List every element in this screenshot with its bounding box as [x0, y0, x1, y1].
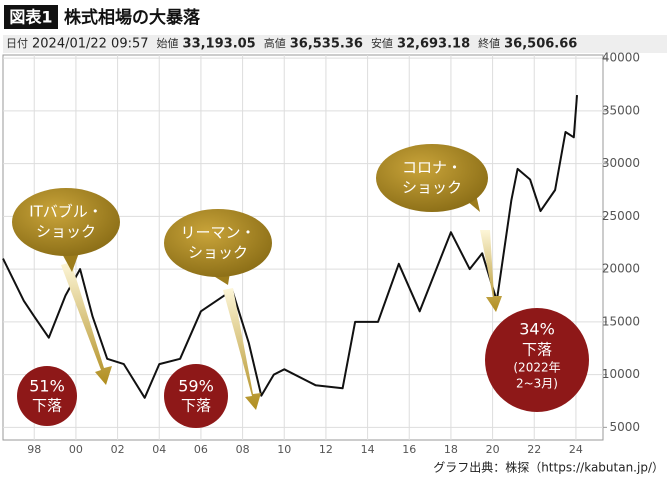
- bubble-text: ショック: [36, 223, 96, 241]
- x-tick-label: 14: [361, 443, 375, 456]
- bubble: [164, 209, 272, 277]
- bubble-text: ショック: [188, 244, 248, 262]
- arrows: [61, 230, 502, 410]
- bubbles: [12, 144, 589, 428]
- price-line: [2, 95, 578, 399]
- quote: 日付 2024/01/22 09:57 始値 33,193.05 高値 36,535.36…: [6, 36, 577, 52]
- bubble-text: ITバブル・: [29, 203, 103, 221]
- quote-value: 36,506.66: [504, 37, 577, 52]
- drop-text: 59%: [178, 377, 214, 396]
- bubble-text: リーマン・: [180, 224, 255, 242]
- x-tick-label: 98: [27, 443, 41, 456]
- marks: [2, 95, 578, 399]
- grid: 5000 10000 15000 20000 25000 30000 35000 40000 9…: [3, 51, 640, 456]
- x-tick-label: 06: [194, 443, 208, 456]
- quote-label: 日付: [6, 37, 28, 50]
- quote-value: 36,535.36: [290, 37, 363, 52]
- arrow: [480, 230, 502, 312]
- drop-text: 2~3月): [516, 377, 558, 391]
- drop-text: 51%: [29, 377, 65, 396]
- quote-label: 高値: [264, 36, 286, 50]
- bubble-text: コロナ・: [402, 159, 462, 177]
- annotations: ITバブル・ショック リーマン・ショックコロナ・ショック51%下落59%下落34%…: [29, 159, 560, 415]
- x-tick-label: 04: [152, 443, 166, 456]
- y-tick-label: 5000: [609, 420, 640, 434]
- drop-circle: [17, 366, 77, 426]
- drop-text: 下落: [522, 341, 552, 359]
- quote-label: 終値: [478, 36, 500, 50]
- drop-circle: [485, 308, 589, 412]
- drop-text: (2022年: [513, 361, 560, 375]
- quote-value: 33,193.05: [183, 37, 256, 52]
- y-tick-label: 20000: [602, 262, 640, 276]
- drop-text: 34%: [519, 320, 555, 339]
- quote-value: 32,693.18: [397, 37, 470, 52]
- badge-box: [4, 5, 58, 29]
- arrow: [223, 288, 261, 410]
- arrow: [61, 262, 112, 385]
- bubble: [376, 144, 488, 212]
- quote-label: 安値: [371, 36, 393, 50]
- chart-title: 株式相場の大暴落: [64, 7, 201, 28]
- x-tick-label: 18: [444, 443, 458, 456]
- x-tick-label: 20: [486, 443, 500, 456]
- y-tick-label: 40000: [602, 51, 640, 65]
- x-tick-label: 00: [69, 443, 83, 456]
- source: グラフ出典：株探（https://kabutan.jp/）: [433, 460, 664, 475]
- drop-text: 下落: [32, 397, 62, 415]
- x-tick-label: 10: [277, 443, 291, 456]
- y-tick-label: 30000: [602, 156, 640, 170]
- x-tick-label: 16: [402, 443, 416, 456]
- y-tick-label: 35000: [602, 103, 640, 117]
- bubble: [12, 188, 120, 256]
- badge: 図表1: [9, 8, 52, 27]
- y-tick-label: 10000: [602, 367, 640, 381]
- quote-bar: [3, 35, 667, 53]
- x-tick-label: 12: [319, 443, 333, 456]
- drop-circle: [164, 364, 228, 428]
- x-tick-label: 24: [569, 443, 583, 456]
- bubble-text: ショック: [402, 179, 462, 197]
- x-tick-label: 08: [236, 443, 250, 456]
- quote-value: 2024/01/22 09:57: [32, 37, 149, 52]
- y-tick-label: 15000: [602, 314, 640, 328]
- y-tick-label: 25000: [602, 209, 640, 223]
- quote-label: 始値: [157, 36, 179, 50]
- drop-text: 下落: [181, 397, 211, 415]
- x-tick-label: 22: [527, 443, 541, 456]
- x-tick-label: 02: [111, 443, 125, 456]
